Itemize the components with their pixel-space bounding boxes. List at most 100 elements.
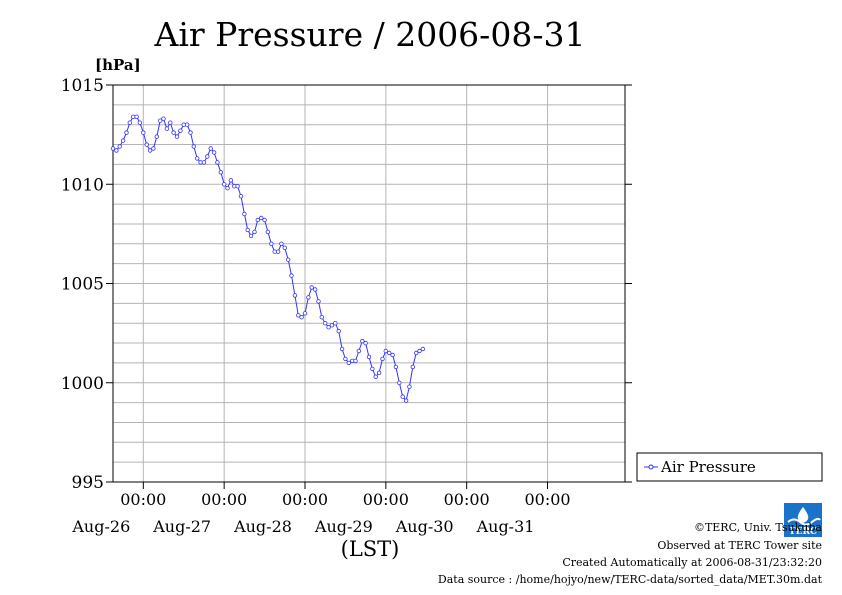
data-point [390, 352, 395, 358]
data-point [191, 144, 196, 149]
data-point [309, 285, 314, 290]
data-point [255, 217, 260, 223]
x-tick-date-label: Aug-26 [71, 517, 130, 536]
data-point [245, 227, 250, 233]
data-point [141, 130, 146, 135]
data-point [393, 364, 399, 370]
data-point [225, 185, 230, 191]
x-tick-date-label: Aug-28 [233, 517, 292, 536]
y-tick-label: 1015 [61, 76, 104, 96]
data-point [286, 257, 291, 262]
y-tick-label: 1010 [61, 175, 104, 195]
y-tick-label: 1000 [61, 374, 104, 394]
data-point [215, 160, 220, 165]
data-point [252, 229, 257, 235]
data-point [144, 142, 149, 147]
data-point [124, 130, 129, 135]
data-point [400, 394, 405, 399]
data-point [279, 241, 284, 246]
data-point [120, 138, 126, 143]
data-point [397, 380, 402, 385]
data-point [414, 350, 419, 356]
legend-marker-sample [648, 464, 654, 470]
y-axis-ticks: 995 1000 1005 1010 1015 [61, 76, 632, 493]
data-point [296, 313, 301, 318]
data-point [205, 154, 210, 159]
data-point [289, 273, 294, 278]
data-point [312, 287, 318, 292]
data-point [259, 215, 264, 221]
data-point [282, 245, 287, 250]
data-point [262, 217, 267, 223]
data-point [228, 178, 234, 183]
x-tick-time-label: 00:00 [524, 490, 570, 509]
data-point [319, 315, 324, 320]
data-point [339, 346, 345, 352]
data-point [370, 366, 375, 372]
chart-title: Air Pressure / 2006-08-31 [154, 15, 586, 54]
y-axis-unit: [hPa] [95, 56, 141, 74]
data-point [366, 354, 372, 360]
x-tick-date-label: Aug-27 [152, 517, 211, 536]
data-point [201, 160, 207, 165]
data-point [407, 384, 412, 389]
data-point [117, 144, 122, 149]
grid [113, 85, 625, 482]
data-point [346, 360, 351, 366]
data-point [134, 114, 139, 119]
data-point [269, 241, 274, 246]
legend-label: Air Pressure [660, 458, 756, 476]
x-tick-time-label: 00:00 [363, 490, 409, 509]
data-point [127, 120, 132, 125]
data-point [178, 128, 183, 133]
x-tick-date-label: Aug-30 [395, 517, 454, 536]
data-point [420, 346, 426, 352]
data-point [157, 118, 163, 123]
data-point [343, 356, 348, 362]
data-point [164, 126, 170, 131]
data-point [242, 211, 247, 217]
data-point [188, 130, 193, 135]
data-point [161, 116, 166, 121]
data-point [137, 120, 143, 125]
data-point [329, 323, 335, 328]
copyright-text: ©TERC, Univ. Tsukuba [693, 521, 822, 534]
data-point [353, 358, 358, 364]
data-point [221, 182, 227, 187]
data-point [265, 229, 271, 235]
data-point [410, 364, 415, 370]
data-point [360, 338, 365, 344]
data-point [356, 348, 362, 354]
series-layer [110, 114, 426, 403]
data-point [110, 146, 116, 151]
plot-frame [112, 84, 626, 483]
data-point [211, 150, 217, 155]
data-point [235, 183, 240, 189]
data-point [316, 299, 321, 304]
x-axis-ticks: 00:00 Aug-26 00:00 Aug-27 00:00 Aug-28 00:00 Au… [71, 482, 571, 536]
data-point [302, 311, 308, 316]
y-tick-label: 1005 [61, 275, 104, 295]
x-tick-time-label: 00:00 [201, 490, 247, 509]
created-timestamp-text: Created Automatically at 2006-08-31/23:3… [562, 556, 822, 569]
data-point [171, 130, 176, 135]
data-point [151, 146, 156, 151]
data-point [174, 134, 180, 139]
data-point [184, 122, 190, 127]
data-point [168, 120, 173, 125]
terc-logo: TERC [784, 503, 822, 537]
x-axis-label: (LST) [341, 537, 400, 561]
data-point [238, 193, 244, 199]
series-line [112, 116, 424, 402]
observed-site-text: Observed at TERC Tower site [657, 539, 822, 552]
data-point [417, 348, 422, 354]
data-point [194, 156, 200, 161]
data-point [306, 295, 311, 300]
x-tick-date-label: Aug-31 [476, 517, 535, 536]
legend: Air Pressure [636, 452, 823, 482]
data-point [275, 249, 281, 254]
data-point [363, 340, 368, 346]
data-point [373, 374, 378, 379]
data-point [114, 148, 119, 153]
